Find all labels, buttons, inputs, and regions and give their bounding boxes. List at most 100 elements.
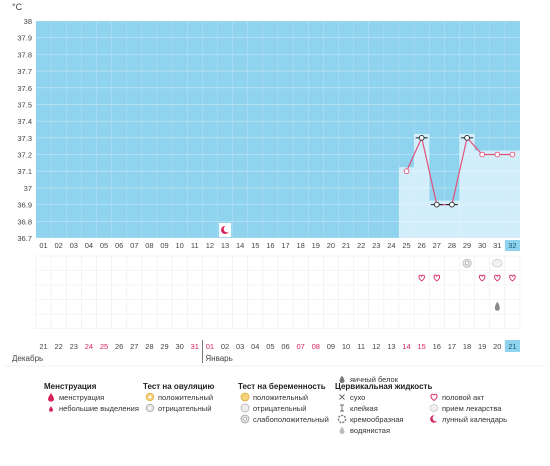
legend-item: прием лекарства bbox=[429, 403, 501, 413]
egg-white-icon bbox=[337, 374, 347, 384]
cycle-day-label: 15 bbox=[251, 241, 259, 250]
legend-item-label: положительный bbox=[253, 392, 309, 402]
watery-icon bbox=[337, 425, 347, 435]
cycle-day-label: 27 bbox=[433, 241, 441, 250]
small-drop-icon bbox=[46, 403, 56, 413]
calendar-date-label: 14 bbox=[402, 342, 410, 351]
legend-item: лунный календарь bbox=[429, 414, 507, 424]
heart-icon bbox=[509, 274, 516, 282]
data-column bbox=[429, 200, 445, 238]
heart-icon bbox=[478, 274, 486, 282]
cycle-day-label: 12 bbox=[206, 241, 214, 250]
legend-group-title: Тест на овуляцию bbox=[143, 382, 215, 391]
legend-item: слабоположительный bbox=[240, 414, 329, 424]
calendar-date-label: 27 bbox=[130, 342, 138, 351]
temperature-chart: °C38 37.9 37.8 37.7 37.6 37.5 37.4 37.3 37.2 37.1… bbox=[4, 2, 546, 367]
cycle-day-label: 26 bbox=[418, 241, 426, 250]
y-tick-label: 37.2 bbox=[17, 151, 32, 160]
calendar-date-label: 01 bbox=[206, 342, 214, 351]
cycle-day-label: 04 bbox=[85, 241, 93, 250]
calendar-date-label: 17 bbox=[448, 342, 456, 351]
legend-item-label: отрицательный bbox=[253, 403, 307, 413]
legend-item: положительный bbox=[145, 392, 213, 402]
temperature-point bbox=[509, 151, 516, 158]
data-column bbox=[459, 133, 475, 238]
temperature-point bbox=[479, 151, 486, 158]
legend-item: менструация bbox=[46, 392, 104, 402]
data-column bbox=[474, 150, 490, 238]
cycle-day-label: 11 bbox=[191, 241, 199, 250]
calendar-date-label: 15 bbox=[418, 342, 426, 351]
legend-item-label: сухо bbox=[350, 392, 366, 402]
cycle-day-label: 14 bbox=[236, 241, 244, 250]
calendar-date-label: 05 bbox=[266, 342, 274, 351]
calendar-date-label: 08 bbox=[312, 342, 320, 351]
ovulation-positive-icon bbox=[145, 392, 155, 402]
cycle-day-label: 06 bbox=[115, 241, 123, 250]
y-tick-label: 37.7 bbox=[17, 67, 32, 76]
legend: Менструация менструация небольшие выделени… bbox=[0, 374, 550, 466]
cycle-day-label: 25 bbox=[402, 241, 410, 250]
y-tick-label: 37.8 bbox=[17, 50, 32, 59]
data-column bbox=[504, 150, 520, 238]
calendar-date-label: 12 bbox=[372, 342, 380, 351]
legend-item-label: менструация bbox=[59, 392, 105, 402]
temperature-point bbox=[418, 134, 425, 141]
cycle-day-label: 32 bbox=[508, 241, 516, 250]
legend-item-label: водянистая bbox=[350, 425, 391, 435]
calendar-date-label: 06 bbox=[281, 342, 289, 351]
cycle-day-label: 08 bbox=[145, 241, 153, 250]
pill-icon bbox=[492, 259, 503, 268]
cycle-day-label: 03 bbox=[70, 241, 78, 250]
calendar-date-label: 18 bbox=[463, 342, 471, 351]
cycle-day-label: 02 bbox=[55, 241, 63, 250]
sticky-icon bbox=[337, 403, 347, 413]
data-column bbox=[489, 150, 505, 238]
calendar-date-label: 21 bbox=[508, 342, 516, 351]
cycle-day-label: 22 bbox=[357, 241, 365, 250]
calendar-date-label: 04 bbox=[251, 342, 259, 351]
cycle-day-label: 17 bbox=[281, 241, 289, 250]
calendar-date-label: 29 bbox=[160, 342, 168, 351]
calendar-date-label: 25 bbox=[100, 342, 108, 351]
y-tick-label: 37 bbox=[24, 184, 32, 193]
cycle-day-label: 05 bbox=[100, 241, 108, 250]
calendar-date-label: 28 bbox=[145, 342, 153, 351]
legend-item: отрицательный bbox=[145, 403, 211, 413]
pregnancy-weak-icon bbox=[240, 414, 250, 424]
temperature-point bbox=[403, 168, 410, 175]
calendar-date-label: 20 bbox=[493, 342, 501, 351]
month-label: Январь bbox=[205, 354, 232, 363]
calendar-date-label: 07 bbox=[297, 342, 305, 351]
temperature-point bbox=[449, 201, 455, 208]
temperature-point bbox=[494, 151, 501, 158]
y-tick-label: 37.9 bbox=[17, 34, 32, 43]
creamy-icon bbox=[337, 414, 347, 424]
y-tick-label: 37.1 bbox=[17, 167, 32, 176]
legend-item: кремообразная bbox=[337, 414, 404, 424]
calendar-date-label: 10 bbox=[342, 342, 350, 351]
current-date-highlight bbox=[504, 340, 520, 352]
cycle-day-label: 09 bbox=[160, 241, 168, 250]
y-tick-label: 37.6 bbox=[17, 84, 32, 93]
egg-white-icon bbox=[494, 301, 500, 311]
calendar-date-label: 09 bbox=[327, 342, 335, 351]
y-tick-label: 36.8 bbox=[17, 217, 32, 226]
legend-group-title: Тест на беременность bbox=[238, 382, 326, 391]
heart-icon bbox=[494, 274, 501, 282]
calendar-date-label: 13 bbox=[387, 342, 395, 351]
temperature-point bbox=[464, 134, 470, 141]
calendar-date-label: 30 bbox=[176, 342, 184, 351]
pregnancy-positive-icon bbox=[240, 392, 250, 402]
cross-icon bbox=[337, 392, 347, 402]
legend-item-label: кремообразная bbox=[350, 414, 404, 424]
legend-group-title: Менструация bbox=[44, 382, 97, 391]
cycle-day-label: 16 bbox=[266, 241, 274, 250]
heart-icon bbox=[418, 274, 425, 282]
y-tick-label: 37.5 bbox=[17, 100, 32, 109]
legend-item: клейкая bbox=[337, 403, 378, 413]
cycle-day-label: 23 bbox=[372, 241, 380, 250]
cycle-day-label: 28 bbox=[448, 241, 456, 250]
calendar-date-label: 23 bbox=[70, 342, 78, 351]
calendar-date-label: 26 bbox=[115, 342, 123, 351]
